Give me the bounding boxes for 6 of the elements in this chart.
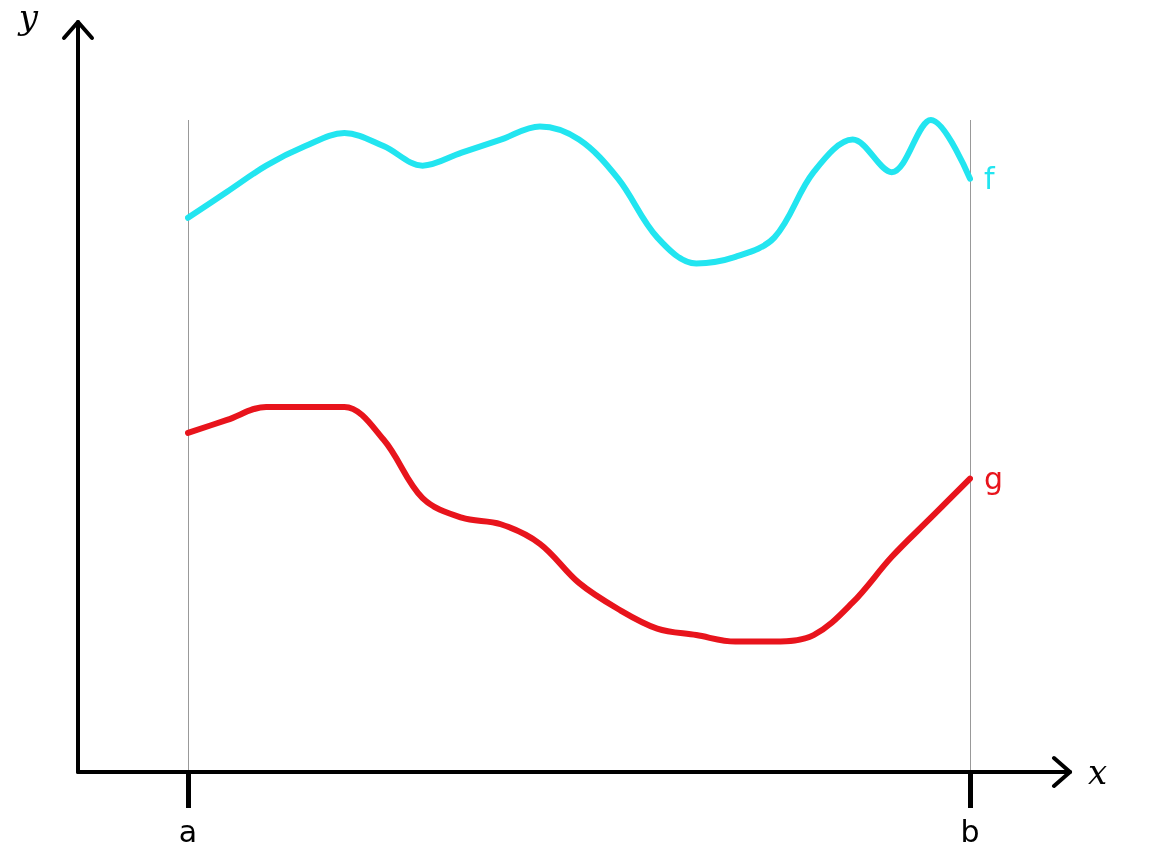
series-label: g (984, 461, 1004, 497)
x-tick-label: a (178, 813, 198, 849)
x-tick-label: b (960, 813, 980, 849)
series-label: f (984, 161, 996, 197)
x-axis-title: x (1088, 752, 1108, 792)
y-axis-title: y (16, 0, 39, 37)
